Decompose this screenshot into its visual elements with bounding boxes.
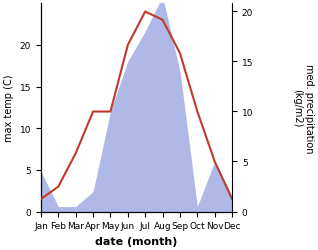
X-axis label: date (month): date (month) bbox=[95, 236, 178, 246]
Y-axis label: max temp (C): max temp (C) bbox=[4, 74, 14, 142]
Y-axis label: med. precipitation
(kg/m2): med. precipitation (kg/m2) bbox=[292, 63, 314, 152]
